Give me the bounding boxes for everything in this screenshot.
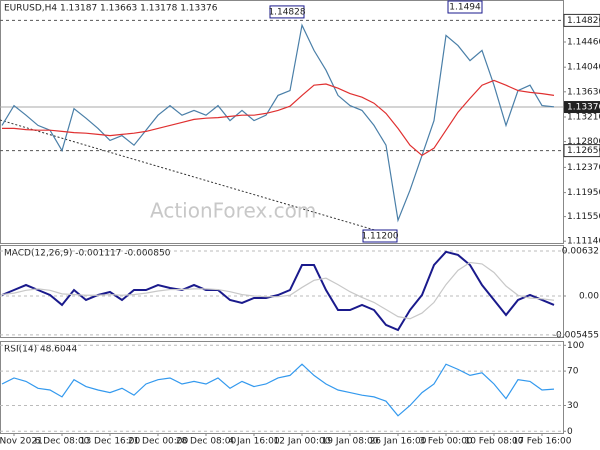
x-tick-label: 12 Jan 00:00	[274, 437, 331, 447]
annotation-box	[269, 5, 305, 19]
annotation-box	[362, 229, 398, 243]
panel-title: EURUSD,H4 1.13187 1.13663 1.13178 1.1337…	[4, 4, 218, 14]
level-label: 1.14820	[567, 16, 600, 26]
series-line	[1, 261, 555, 320]
series-line	[1, 250, 555, 332]
panel-title: RSI(14) 48.6044	[4, 345, 77, 355]
level-label: 1.12650	[567, 146, 600, 156]
x-tick-label: 3 Feb 00:00	[419, 437, 473, 447]
y-tick-label: 1.14460	[567, 38, 600, 48]
y-tick-label: 1.12800	[567, 137, 600, 147]
y-tick-label: 100	[567, 341, 584, 351]
series-line	[1, 363, 555, 417]
x-tick-label: 29 Nov 2021	[0, 437, 43, 447]
annotation-label: 1.11200	[361, 232, 398, 242]
y-tick-label: 1.13630	[567, 87, 600, 97]
x-tick-label: 6 Dec 08:00	[35, 437, 90, 447]
y-tick-label: 1.14040	[567, 63, 600, 73]
rsi-panel	[0, 341, 564, 434]
y-tick-label: 1.11140	[567, 237, 600, 247]
y-tick-label: 30	[567, 401, 579, 411]
y-tick-label: 1.11550	[567, 212, 600, 222]
y-tick-label: -0.005455	[553, 330, 599, 340]
watermark: ActionForex.com	[150, 199, 316, 223]
y-tick-label: 1.11950	[567, 188, 600, 198]
x-tick-label: 19 Jan 08:00	[322, 437, 379, 447]
x-tick-label: 10 Feb 08:00	[464, 437, 523, 447]
x-tick-label: 21 Dec 00:00	[128, 437, 189, 447]
y-tick-label: 0	[567, 427, 573, 437]
x-tick-label: 28 Dec 08:00	[176, 437, 237, 447]
x-tick-label: 17 Feb 16:00	[512, 437, 571, 447]
series-line	[1, 23, 555, 223]
level-box	[563, 144, 600, 158]
current-box	[564, 101, 600, 114]
current-label: 1.13376	[567, 103, 600, 113]
y-tick-label: 0.00	[579, 291, 599, 301]
annotation-box	[447, 0, 483, 14]
price-panel	[0, 0, 564, 244]
level-box	[563, 13, 600, 27]
annotation-label: 1.1494	[449, 3, 481, 13]
y-tick-label: 1.13210	[567, 113, 600, 123]
x-tick-label: 26 Jan 16:00	[370, 437, 427, 447]
panel-title: MACD(12,26,9) -0.001117 -0.000850	[4, 249, 171, 259]
y-tick-label: 0.00632	[562, 246, 599, 256]
macd-panel	[0, 245, 564, 338]
x-tick-label: 4 Jan 16:00	[228, 437, 280, 447]
annotation-label: 1.14828	[268, 7, 305, 17]
series-line	[2, 79, 555, 157]
y-tick-label: 70	[567, 367, 579, 377]
y-tick-label: 1.12370	[567, 163, 600, 173]
x-tick-label: 13 Dec 16:00	[80, 437, 141, 447]
